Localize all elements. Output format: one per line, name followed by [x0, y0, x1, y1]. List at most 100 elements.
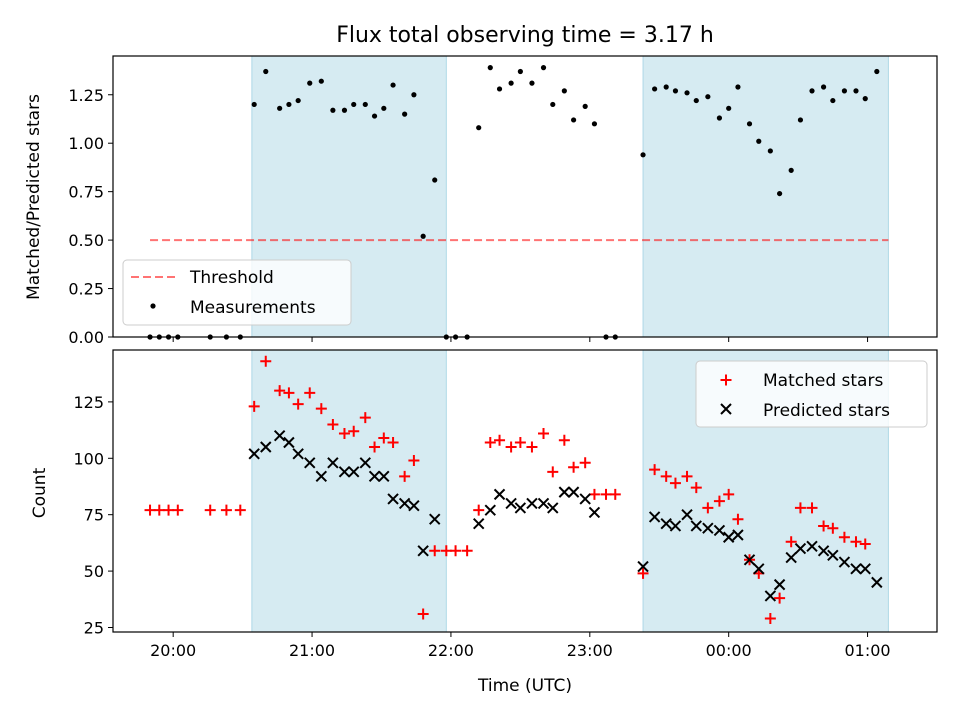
top-y-tick-label: 0.50 — [68, 231, 104, 250]
top-y-tick-label: 0.25 — [68, 280, 104, 299]
matched-star-point — [359, 412, 371, 424]
matched-star-point — [387, 436, 399, 448]
measurement-point — [476, 125, 482, 131]
matched-star-point — [274, 385, 286, 397]
legend-matched-label: Matched stars — [763, 371, 883, 391]
matched-star-point — [850, 536, 862, 548]
measurement-point — [705, 94, 711, 100]
measurement-point — [672, 88, 679, 94]
matched-star-point — [600, 488, 612, 500]
predicted-star-point — [283, 436, 295, 449]
measurement-point — [517, 68, 523, 75]
predicted-star-point — [785, 551, 797, 564]
matched-star-point — [514, 436, 526, 448]
measurement-point — [663, 84, 669, 90]
predicted-star-point — [732, 529, 744, 541]
matched-star-point — [429, 545, 441, 557]
matched-star-point — [660, 470, 672, 482]
measurement-point — [508, 80, 514, 86]
predicted-star-point — [838, 556, 851, 568]
predicted-star-point — [473, 518, 485, 530]
predicted-star-point — [408, 499, 420, 512]
x-tick-label: 23:00 — [567, 641, 613, 660]
top-y-tick-label: 1.00 — [68, 134, 104, 153]
measurement-point — [432, 177, 438, 183]
matched-star-point — [526, 441, 538, 453]
predicted-star-point — [368, 470, 381, 483]
measurement-point — [330, 107, 336, 113]
matched-star-point — [417, 608, 429, 620]
measurement-point — [652, 86, 658, 92]
predicted-star-point — [505, 497, 517, 510]
legend-matched-swatch — [720, 374, 732, 386]
matched-star-point — [579, 457, 591, 469]
measurement-point — [571, 117, 577, 123]
matched-star-point — [859, 538, 871, 550]
measurement-point — [251, 101, 257, 108]
predicted-star-point — [850, 563, 862, 575]
measurement-point — [862, 96, 868, 102]
predicted-star-point — [871, 576, 883, 589]
predicted-star-point — [558, 486, 571, 498]
predicted-star-point — [859, 563, 871, 575]
matched-star-point — [669, 477, 681, 489]
top-axes-frame — [112, 55, 938, 338]
predicted-star-point — [338, 466, 351, 478]
top-shaded-window — [642, 55, 889, 338]
matched-star-point — [450, 545, 462, 557]
bottom-y-tick-label: 100 — [73, 449, 104, 468]
predicted-star-point — [537, 497, 550, 510]
matched-star-point — [764, 612, 776, 624]
matched-star-point — [304, 387, 316, 399]
matched-star-point — [690, 482, 702, 494]
matched-star-point — [637, 567, 649, 579]
predicted-star-point — [794, 542, 807, 555]
measurement-point — [809, 88, 815, 94]
predicted-star-point — [315, 470, 328, 483]
measurement-point — [746, 121, 753, 127]
matched-star-point — [327, 418, 339, 430]
legend-threshold-label: Threshold — [189, 268, 274, 288]
x-tick-label: 20:00 — [150, 641, 196, 660]
measurement-point — [286, 101, 292, 108]
measurement-point — [756, 138, 762, 144]
measurement-point — [684, 90, 690, 96]
measurement-point — [550, 101, 556, 108]
matched-star-point — [723, 488, 735, 500]
x-tick-label: 21:00 — [289, 641, 335, 660]
bottom-y-tick-label: 50 — [84, 562, 104, 581]
matched-star-point — [609, 488, 621, 500]
measurement-point — [277, 105, 283, 111]
predicted-star-point — [722, 531, 735, 543]
measurement-point — [841, 88, 848, 94]
matched-star-point — [588, 488, 600, 500]
predicted-star-point — [660, 518, 672, 530]
matched-star-point — [794, 502, 806, 514]
matched-star-point — [473, 504, 485, 516]
predicted-star-point — [567, 486, 580, 498]
bottom-axes-frame — [112, 349, 938, 633]
top-y-tick-label: 0.00 — [68, 328, 104, 347]
measurement-point — [263, 68, 269, 75]
predicted-star-point — [248, 448, 260, 460]
matched-star-point — [538, 427, 550, 439]
measurement-point — [874, 68, 880, 75]
matched-star-point — [827, 522, 839, 534]
predicted-star-point — [348, 466, 360, 478]
predicted-star-point — [547, 502, 559, 514]
measurement-point — [726, 105, 732, 111]
bottom-legend: Matched stars Predicted stars — [695, 360, 928, 428]
measurement-point — [830, 97, 836, 104]
matched-star-point — [732, 513, 744, 525]
predicted-star-point — [260, 441, 272, 453]
matched-star-point — [220, 504, 232, 516]
matched-star-point — [461, 545, 473, 557]
bottom-y-axis-label: Count — [30, 467, 50, 518]
measurement-point — [487, 65, 493, 71]
matched-star-point — [260, 355, 272, 367]
measurement-point — [582, 103, 588, 109]
predicted-star-point — [493, 488, 506, 501]
matched-star-point — [806, 502, 818, 514]
predicted-star-point — [429, 513, 441, 525]
top-chart-title: Flux total observing time = 3.17 h — [336, 23, 714, 48]
